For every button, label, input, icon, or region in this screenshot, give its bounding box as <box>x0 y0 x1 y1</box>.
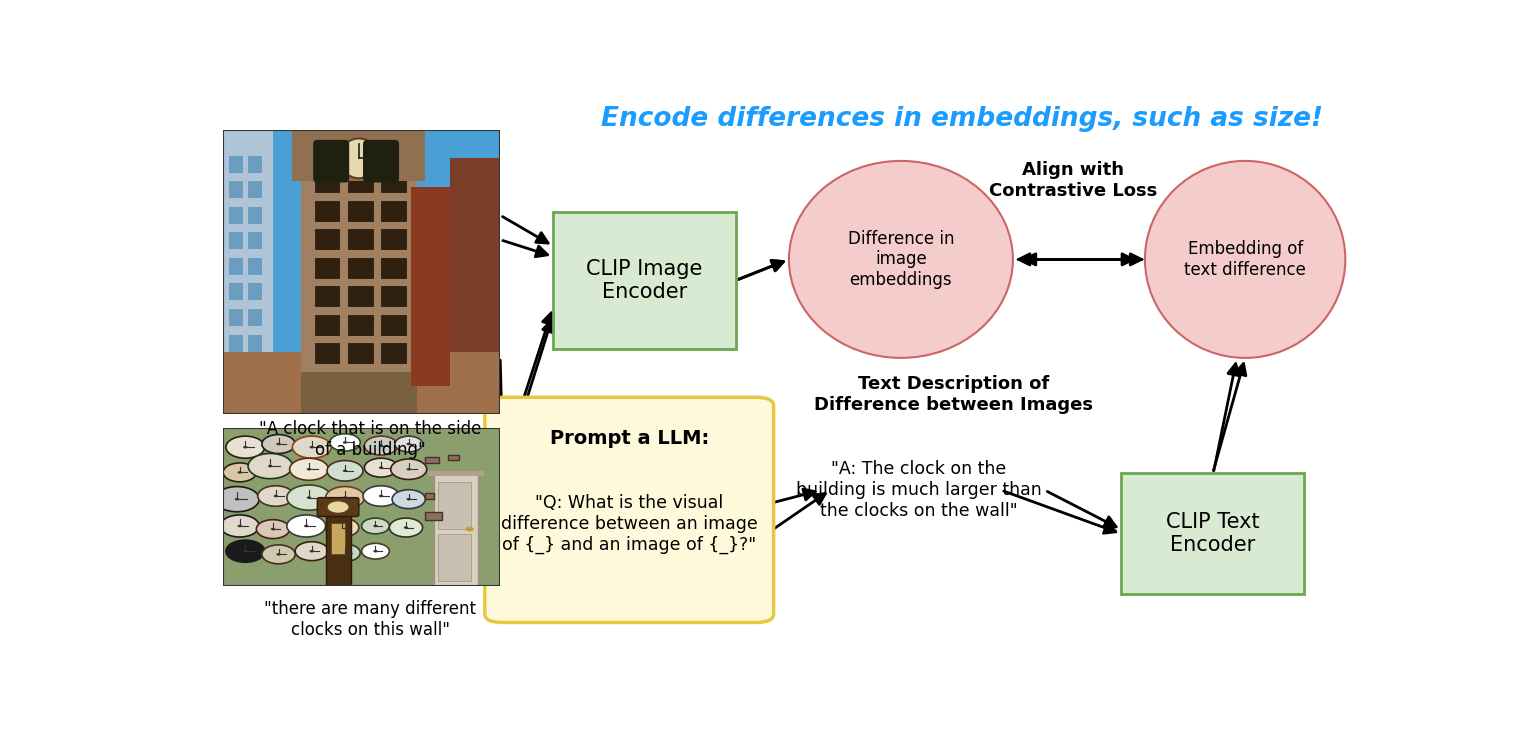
Text: Align with
Contrastive Loss: Align with Contrastive Loss <box>989 162 1157 200</box>
Text: Encode differences in embeddings, such as size!: Encode differences in embeddings, such a… <box>601 106 1323 132</box>
FancyBboxPatch shape <box>554 211 736 349</box>
Ellipse shape <box>1145 161 1346 358</box>
Text: Embedding of
text difference: Embedding of text difference <box>1185 240 1307 279</box>
Text: Prompt a LLM:: Prompt a LLM: <box>549 429 709 448</box>
Ellipse shape <box>789 161 1013 358</box>
Text: "Q: What is the visual
difference between an image
of {_} and an image of {_}?": "Q: What is the visual difference betwee… <box>500 494 757 554</box>
Text: Difference in
image
embeddings: Difference in image embeddings <box>847 230 954 289</box>
Text: "A clock that is on the side
of a building": "A clock that is on the side of a buildi… <box>259 420 482 459</box>
FancyBboxPatch shape <box>485 398 774 623</box>
Text: CLIP Text
Encoder: CLIP Text Encoder <box>1167 512 1259 556</box>
Text: "A: The clock on the
building is much larger than
the clocks on the wall": "A: The clock on the building is much la… <box>795 461 1042 520</box>
FancyBboxPatch shape <box>169 80 1389 661</box>
Text: Text Description of
Difference between Images: Text Description of Difference between I… <box>814 375 1094 414</box>
FancyBboxPatch shape <box>1121 473 1303 594</box>
Text: "there are many different
clocks on this wall": "there are many different clocks on this… <box>265 600 476 639</box>
Text: CLIP Image
Encoder: CLIP Image Encoder <box>587 259 703 302</box>
